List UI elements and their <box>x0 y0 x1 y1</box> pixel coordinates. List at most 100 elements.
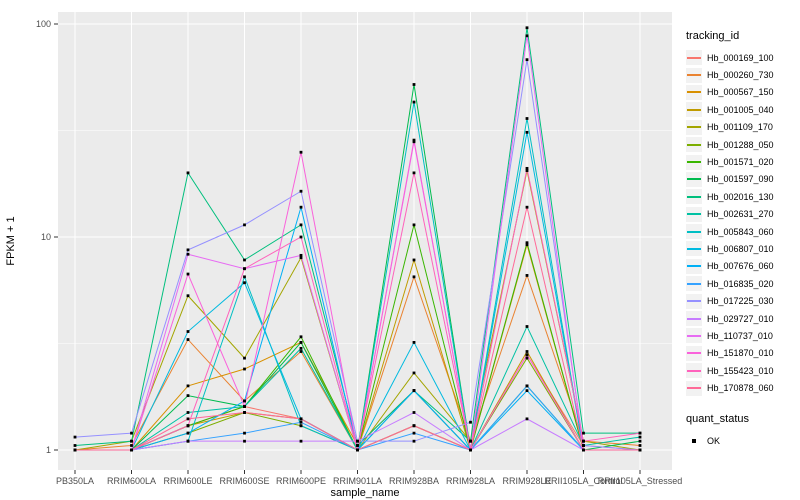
series-color-key <box>686 171 702 187</box>
legend-item-Hb_007676_060: Hb_007676_060 <box>686 258 798 275</box>
data-point <box>130 439 133 443</box>
data-point <box>186 338 190 341</box>
legend-item-Hb_001288_050: Hb_001288_050 <box>686 136 798 153</box>
data-point <box>299 223 303 227</box>
data-point <box>638 444 642 447</box>
series-color-key <box>686 50 702 66</box>
data-point <box>412 100 416 104</box>
data-point <box>299 150 303 154</box>
series-color-key <box>686 380 702 396</box>
legend-item-label: Hb_000260_730 <box>707 70 774 81</box>
data-point <box>356 444 359 447</box>
series-line-icon <box>687 317 701 320</box>
data-point <box>356 448 359 452</box>
data-point <box>243 399 246 403</box>
data-point <box>299 424 303 428</box>
data-point <box>638 435 642 439</box>
data-point <box>638 448 642 452</box>
x-tick-label: RRIM928LE <box>502 476 551 486</box>
data-point <box>299 235 303 239</box>
data-point <box>186 272 190 276</box>
legend-item-label: Hb_001597_090 <box>707 174 774 185</box>
data-point <box>469 439 472 443</box>
y-tick-label: 100 <box>36 19 51 29</box>
data-point <box>299 256 303 260</box>
legend-item-label: Hb_017225_030 <box>707 296 774 307</box>
data-point <box>412 389 416 393</box>
data-point <box>299 341 303 344</box>
series-line-icon <box>687 213 701 216</box>
data-point <box>469 420 472 424</box>
y-axis-title: FPKM + 1 <box>5 216 17 265</box>
data-point <box>186 431 190 435</box>
series-color-key <box>686 258 702 274</box>
legend-item-Hb_001005_040: Hb_001005_040 <box>686 101 798 118</box>
data-point <box>243 223 246 227</box>
legend-item-Hb_002016_130: Hb_002016_130 <box>686 188 798 205</box>
data-point <box>412 223 416 227</box>
data-point <box>582 439 585 443</box>
legend-item-Hb_029727_010: Hb_029727_010 <box>686 310 798 327</box>
legend-item-label: Hb_110737_010 <box>707 330 773 341</box>
data-point <box>186 330 190 333</box>
legend-title-tracking-id: tracking_id <box>686 30 740 42</box>
series-color-key <box>686 119 702 135</box>
data-point <box>299 417 303 421</box>
series-line-icon <box>687 387 701 390</box>
legend-item-Hb_001109_170: Hb_001109_170 <box>686 119 798 136</box>
legend-item-Hb_001597_090: Hb_001597_090 <box>686 171 798 188</box>
x-tick-label: RRIM600LE <box>163 476 212 486</box>
series-color-key <box>686 363 702 379</box>
data-point <box>525 325 529 328</box>
legend-item-label: Hb_007676_060 <box>707 261 774 272</box>
data-point <box>638 431 642 435</box>
legend-item-label: Hb_029727_010 <box>707 313 774 324</box>
series-line-icon <box>687 352 701 355</box>
legend-item-Hb_001571_020: Hb_001571_020 <box>686 153 798 170</box>
legend: tracking_id Hb_000169_100 Hb_000260_730 Hb… <box>686 30 798 449</box>
data-point <box>299 420 303 424</box>
data-point <box>243 275 246 279</box>
legend-item-label: Hb_006807_010 <box>707 243 774 254</box>
series-color-key <box>686 241 702 257</box>
data-point <box>186 411 190 414</box>
data-point <box>243 258 246 262</box>
series-line-icon <box>687 56 701 59</box>
data-point <box>412 138 416 142</box>
data-point <box>582 431 585 435</box>
y-tick-label: 10 <box>41 232 51 242</box>
series-color-key <box>686 189 702 205</box>
legend-item-Hb_155423_010: Hb_155423_010 <box>686 362 798 379</box>
series-color-key <box>686 293 702 309</box>
legend-item-label: OK <box>707 435 721 446</box>
data-point <box>299 350 303 353</box>
data-point <box>525 117 529 120</box>
legend-item-Hb_002631_270: Hb_002631_270 <box>686 206 798 223</box>
series-color-key <box>686 154 702 170</box>
data-point <box>186 439 190 443</box>
data-point <box>525 274 529 277</box>
data-point <box>73 444 77 447</box>
data-point <box>412 83 416 86</box>
x-tick-label: RRIM600SE <box>219 476 269 486</box>
data-point <box>525 166 529 170</box>
data-point <box>412 275 416 279</box>
data-point <box>525 350 529 353</box>
series-line-icon <box>687 265 701 268</box>
data-point <box>243 356 246 360</box>
legend-item-label: Hb_005843_060 <box>707 226 774 237</box>
data-point <box>130 431 133 435</box>
data-point <box>243 267 246 271</box>
series-line-icon <box>687 161 701 164</box>
data-point <box>412 258 416 262</box>
series-color-key <box>686 224 702 240</box>
series-color-key <box>686 206 702 222</box>
data-point <box>73 435 77 439</box>
data-point <box>412 341 416 344</box>
series-line-icon <box>687 91 701 94</box>
legend-item-label: Hb_151870_010 <box>707 348 774 359</box>
data-point <box>412 439 416 443</box>
legend-title-quant-status: quant_status <box>686 412 749 425</box>
legend-item-Hb_000260_730: Hb_000260_730 <box>686 66 798 83</box>
